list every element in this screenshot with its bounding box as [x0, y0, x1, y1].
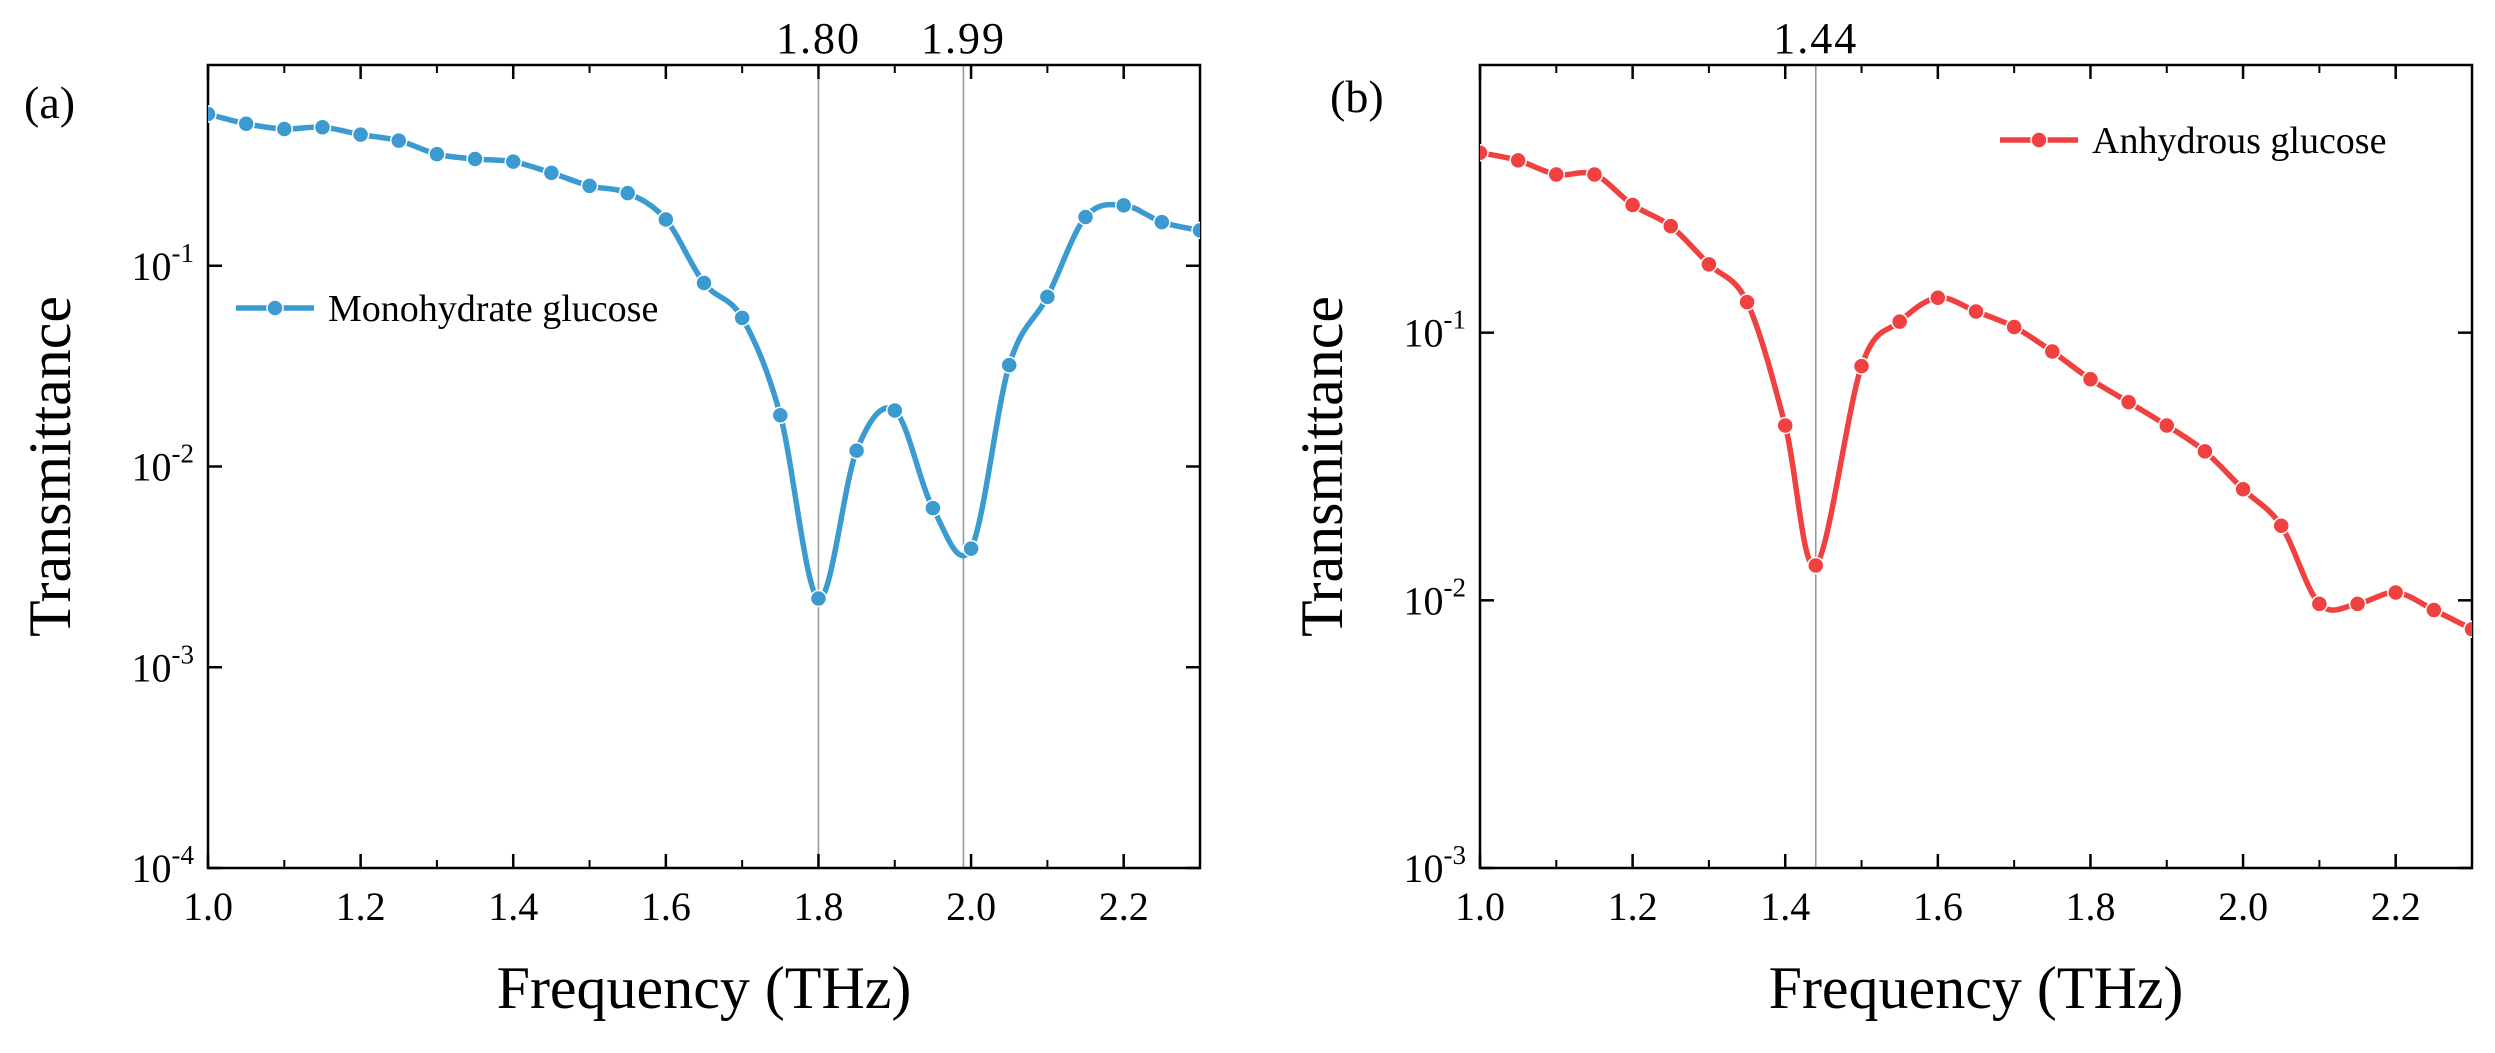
- x-tick-label: 1.0: [1455, 884, 1505, 929]
- y-tick-label: 10-2: [1404, 572, 1467, 623]
- data-point: [924, 499, 942, 517]
- y-axis-title: Transmittance: [1289, 296, 1355, 637]
- plot-frame: [1478, 63, 2474, 870]
- x-tick-label: 1.0: [183, 884, 233, 929]
- x-tick-label: 1.8: [793, 884, 843, 929]
- x-tick-label: 2.0: [2218, 884, 2268, 929]
- data-point: [1662, 217, 1680, 235]
- plot-frame: [206, 63, 1202, 870]
- data-point: [2310, 595, 2329, 613]
- reference-line-label: 1.80: [776, 14, 861, 63]
- x-tick-label: 1.2: [1608, 884, 1658, 929]
- data-point: [847, 441, 866, 460]
- data-point: [428, 145, 446, 163]
- data-point: [1967, 302, 1985, 321]
- series-line: [1480, 150, 2472, 632]
- data-point: [1509, 151, 1527, 170]
- data-point: [1000, 356, 1018, 374]
- data-point: [2272, 516, 2290, 535]
- y-tick-label: 10-2: [132, 439, 195, 490]
- data-point: [2005, 318, 2023, 336]
- data-point: [542, 164, 561, 182]
- reference-line-label: 1.44: [1773, 14, 1858, 63]
- x-tick-label: 1.6: [1913, 884, 1963, 929]
- x-tick-label: 1.6: [641, 884, 691, 929]
- data-point: [580, 177, 599, 195]
- data-point: [2463, 620, 2472, 638]
- reference-line-label: 1.99: [921, 14, 1006, 63]
- data-point: [208, 105, 217, 123]
- data-point: [1153, 213, 1171, 231]
- y-tick-label: 10-3: [1404, 840, 1467, 891]
- x-tick-label: 2.2: [2371, 884, 2421, 929]
- data-point: [1480, 144, 1489, 162]
- data-point: [1191, 221, 1200, 240]
- y-tick-label: 10-1: [132, 238, 195, 289]
- panel-label: (a): [24, 77, 75, 128]
- data-point: [695, 274, 713, 292]
- legend-marker: [2030, 131, 2048, 149]
- panel-a: 1.80 1.99 1.0 1.2 1.4 1.6 1.8 2.0 2.2 10-4 10-3 10-…: [17, 14, 1202, 1021]
- data-point: [1738, 293, 1756, 311]
- x-tick-label: 2.2: [1099, 884, 1149, 929]
- data-point: [1076, 208, 1095, 226]
- data-point: [2234, 480, 2252, 499]
- data-point: [1700, 255, 1718, 274]
- y-tick-label: 10-4: [132, 840, 195, 891]
- data-point: [1623, 196, 1642, 214]
- x-axis-title: Frequency (THz): [497, 955, 912, 1021]
- data-point: [504, 152, 522, 171]
- panel-b: 1.44 1.0 1.2 1.4 1.6 1.8 2.0 2.2 10-3 10-2 10-1 Fre…: [1289, 14, 2474, 1021]
- data-point: [275, 120, 294, 138]
- data-point: [2043, 342, 2062, 361]
- data-point: [1776, 416, 1794, 435]
- x-axis-title: Frequency (THz): [1769, 955, 2184, 1021]
- data-point: [962, 539, 980, 558]
- data-point: [237, 114, 255, 133]
- data-point: [809, 589, 828, 608]
- y-tick-label: 10-1: [1404, 305, 1467, 356]
- data-point: [1114, 196, 1133, 215]
- data-point: [1585, 165, 1604, 184]
- legend-label: Anhydrous glucose: [2092, 120, 2386, 162]
- data-point: [1852, 357, 1871, 375]
- data-point: [2119, 393, 2138, 411]
- y-axis-title: Transmittance: [17, 296, 83, 637]
- y-tick-label: 10-3: [132, 639, 195, 690]
- legend-label: Monohydrate glucose: [328, 288, 658, 330]
- data-point: [313, 118, 332, 136]
- series-line: [208, 111, 1200, 602]
- panel-label: (b): [1330, 71, 1384, 122]
- data-point: [771, 406, 790, 425]
- data-point: [886, 401, 904, 420]
- data-point: [1807, 556, 1825, 575]
- data-point: [2425, 601, 2443, 619]
- x-tick-label: 1.2: [336, 884, 386, 929]
- data-point: [2386, 583, 2405, 602]
- data-point: [1547, 165, 1566, 184]
- x-tick-label: 1.8: [2065, 884, 2115, 929]
- data-point: [351, 125, 370, 144]
- data-point: [657, 210, 675, 229]
- data-point: [2158, 416, 2176, 435]
- data-point: [2196, 442, 2214, 461]
- data-point: [2081, 370, 2100, 388]
- x-tick-label: 1.4: [1760, 884, 1810, 929]
- data-point: [1929, 289, 1947, 307]
- data-point: [466, 150, 484, 168]
- data-point: [1038, 288, 1057, 306]
- data-point: [733, 309, 751, 327]
- x-tick-label: 2.0: [946, 884, 996, 929]
- legend-marker: [266, 299, 284, 317]
- data-point: [1890, 312, 1909, 331]
- x-tick-label: 1.4: [488, 884, 538, 929]
- data-point: [390, 131, 408, 150]
- data-point: [618, 184, 637, 202]
- data-point: [2348, 595, 2367, 613]
